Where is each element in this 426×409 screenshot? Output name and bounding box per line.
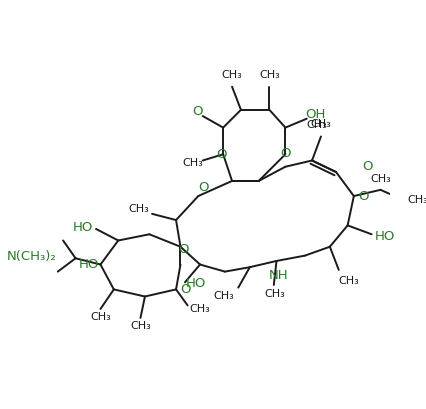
Text: CH₃: CH₃ [339, 276, 360, 286]
Text: O: O [363, 160, 373, 173]
Text: CH₃: CH₃ [407, 196, 426, 205]
Text: CH₃: CH₃ [182, 158, 203, 168]
Text: CH₃: CH₃ [370, 175, 391, 184]
Text: N(CH₃)₂: N(CH₃)₂ [6, 250, 56, 263]
Text: CH₃: CH₃ [190, 304, 210, 314]
Text: O: O [181, 283, 191, 296]
Text: O: O [192, 105, 203, 118]
Text: O: O [280, 148, 291, 160]
Text: O: O [358, 189, 369, 202]
Text: OH: OH [305, 108, 325, 121]
Text: CH₃: CH₃ [307, 121, 328, 130]
Text: O: O [216, 148, 227, 161]
Text: O: O [179, 243, 189, 256]
Text: HO: HO [73, 221, 93, 234]
Text: HO: HO [78, 258, 99, 271]
Text: HO: HO [374, 229, 394, 243]
Text: CH₃: CH₃ [259, 70, 280, 81]
Text: NH: NH [268, 269, 288, 282]
Text: CH₃: CH₃ [130, 321, 151, 331]
Text: CH₃: CH₃ [265, 290, 285, 299]
Text: CH₃: CH₃ [222, 70, 242, 81]
Text: HO: HO [186, 276, 206, 290]
Text: CH₃: CH₃ [213, 291, 234, 301]
Text: CH₃: CH₃ [90, 312, 111, 321]
Text: CH₃: CH₃ [129, 204, 150, 214]
Text: O: O [199, 181, 209, 194]
Text: CH₃: CH₃ [311, 119, 331, 129]
